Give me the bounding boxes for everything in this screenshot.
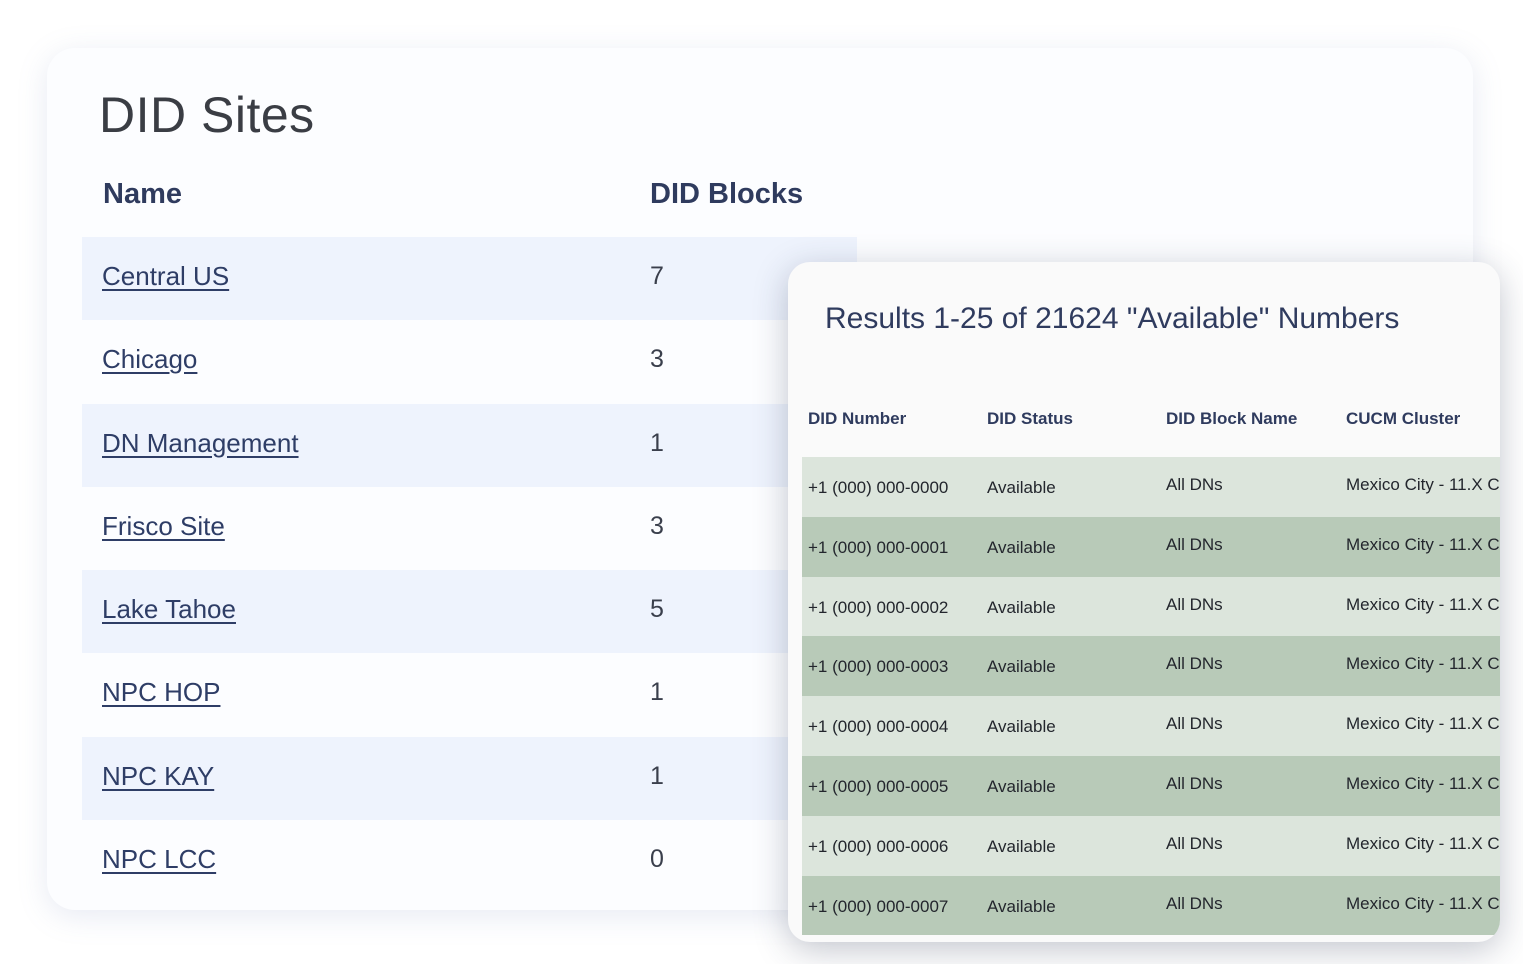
table-row: NPC HOP 1 [82,653,857,736]
page-title: DID Sites [99,87,315,143]
site-link-npc-kay[interactable]: NPC KAY [102,760,215,791]
table-row[interactable]: +1 (000) 000-0005 Available All DNs Mexi… [802,755,1500,816]
table-row: Lake Tahoe 5 [82,570,857,654]
table-row[interactable]: +1 (000) 000-0001 Available All DNs Mexi… [802,516,1500,577]
column-header-did-blocks: DID Blocks [650,178,804,210]
site-link-chicago[interactable]: Chicago [102,344,198,375]
results-table: +1 (000) 000-0000 Available All DNs Mexi… [802,457,1500,936]
did-block-name: All DNs [1166,594,1223,614]
site-link-npc-hop[interactable]: NPC HOP [102,677,221,708]
cucm-cluster: Mexico City - 11.X Cl [1346,714,1500,734]
table-row[interactable]: +1 (000) 000-0003 Available All DNs Mexi… [802,636,1500,697]
site-link-dn-management[interactable]: DN Management [102,427,299,458]
did-block-name: All DNs [1166,475,1223,494]
cucm-cluster: Mexico City - 11.X Cl [1346,594,1500,614]
table-row[interactable]: +1 (000) 000-0002 Available All DNs Mexi… [802,576,1500,637]
did-number: +1 (000) 000-0006 [808,836,949,856]
column-header-name: Name [103,178,182,210]
did-number: +1 (000) 000-0004 [808,717,949,737]
did-status: Available [987,776,1056,796]
cucm-cluster: Mexico City - 11.X Cl [1346,893,1500,913]
cucm-cluster: Mexico City - 11.X Cl [1346,534,1500,554]
cucm-cluster: Mexico City - 11.X Cl [1346,475,1500,494]
did-block-name: All DNs [1166,773,1223,793]
did-number: +1 (000) 000-0003 [808,657,949,677]
did-blocks-count: 3 [650,345,664,374]
did-block-name: All DNs [1166,893,1223,913]
did-status: Available [987,478,1056,497]
site-link-frisco-site[interactable]: Frisco Site [102,510,225,541]
table-row: DN Management 1 [82,403,857,487]
table-row: Chicago 3 [82,320,857,403]
sites-table: Central US 7 Chicago 3 DN Management 1 F… [82,237,857,903]
table-row[interactable]: +1 (000) 000-0000 Available All DNs Mexi… [802,457,1500,517]
site-link-lake-tahoe[interactable]: Lake Tahoe [102,594,236,625]
did-status: Available [987,717,1056,737]
column-header-did-number: DID Number [808,409,907,428]
table-row[interactable]: +1 (000) 000-0006 Available All DNs Mexi… [802,815,1500,876]
did-status: Available [987,896,1056,916]
cucm-cluster: Mexico City - 11.X Cl [1346,654,1500,674]
did-block-name: All DNs [1166,833,1223,853]
did-number: +1 (000) 000-0005 [808,776,949,796]
did-block-name: All DNs [1166,534,1223,554]
did-status: Available [987,836,1056,856]
cucm-cluster: Mexico City - 11.X Cl [1346,833,1500,853]
did-number: +1 (000) 000-0002 [808,597,949,617]
did-blocks-count: 7 [650,262,664,290]
column-header-did-block-name: DID Block Name [1166,409,1298,428]
table-row: Frisco Site 3 [82,487,857,570]
did-blocks-count: 1 [650,678,664,707]
results-title: Results 1-25 of 21624 "Available" Number… [825,302,1400,335]
did-blocks-count: 1 [650,428,664,457]
table-row: NPC KAY 1 [82,736,857,821]
did-status: Available [987,597,1056,617]
cucm-cluster: Mexico City - 11.X Cl [1346,773,1500,793]
table-row[interactable]: +1 (000) 000-0004 Available All DNs Mexi… [802,696,1500,756]
did-blocks-count: 5 [650,595,664,624]
did-status: Available [987,537,1056,557]
did-number: +1 (000) 000-0001 [808,537,949,557]
did-block-name: All DNs [1166,654,1223,674]
did-status: Available [987,657,1056,677]
site-link-central-us[interactable]: Central US [102,261,230,291]
column-header-did-status: DID Status [987,409,1073,428]
did-blocks-count: 1 [650,761,664,790]
available-numbers-card: Results 1-25 of 21624 "Available" Number… [788,262,1500,942]
column-header-cucm-cluster: CUCM Cluster [1346,409,1461,428]
did-block-name: All DNs [1166,714,1223,734]
did-blocks-count: 0 [650,845,664,874]
site-link-npc-lcc[interactable]: NPC LCC [102,844,217,875]
table-row: NPC LCC 0 [82,820,857,903]
did-number: +1 (000) 000-0007 [808,896,949,916]
table-row[interactable]: +1 (000) 000-0007 Available All DNs Mexi… [802,875,1500,936]
did-blocks-count: 3 [650,511,664,540]
did-number: +1 (000) 000-0000 [808,478,949,497]
table-row: Central US 7 [82,237,857,321]
